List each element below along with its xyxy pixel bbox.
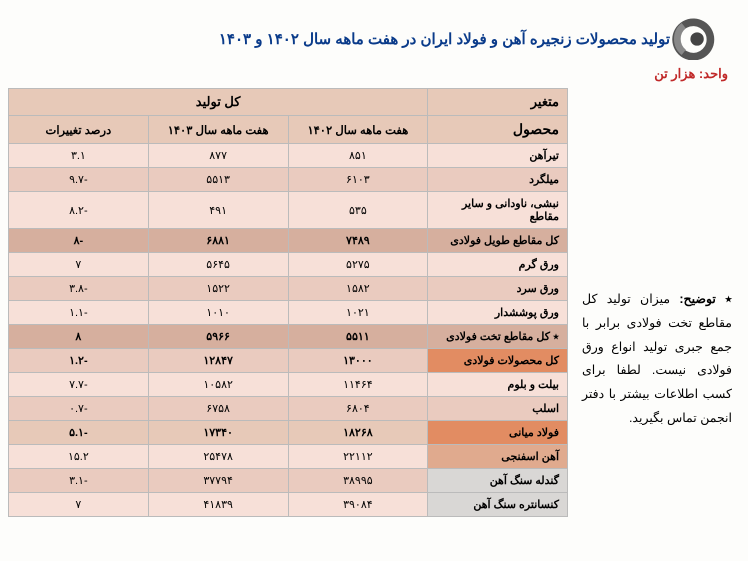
- table-row: کل محصولات فولادی۱۳۰۰۰۱۲۸۴۷-۱.۲: [9, 349, 568, 373]
- cell-1403: ۵۶۴۵: [148, 253, 288, 277]
- cell-pct: -۱.۱: [9, 301, 149, 325]
- cell-product: ورق پوششدار: [428, 301, 568, 325]
- cell-1402: ۱۱۴۶۴: [288, 373, 428, 397]
- table-row: تیرآهن۸۵۱۸۷۷۳.۱: [9, 144, 568, 168]
- cell-1403: ۱۵۲۲: [148, 277, 288, 301]
- cell-1403: ۵۹۶۶: [148, 325, 288, 349]
- cell-1403: ۵۵۱۳: [148, 168, 288, 192]
- unit-label: واحد: هزار تن: [0, 64, 748, 88]
- table-row: میلگرد۶۱۰۳۵۵۱۳-۹.۷: [9, 168, 568, 192]
- cell-1402: ۳۸۹۹۵: [288, 469, 428, 493]
- cell-1403: ۱۰۱۰: [148, 301, 288, 325]
- cell-product: گندله سنگ آهن: [428, 469, 568, 493]
- cell-pct: -۸: [9, 229, 149, 253]
- cell-product: ورق سرد: [428, 277, 568, 301]
- cell-product: اسلب: [428, 397, 568, 421]
- col-variable: متغیر: [428, 89, 568, 116]
- table-row: فولاد میانی۱۸۲۶۸۱۷۳۴۰-۵.۱: [9, 421, 568, 445]
- note-block: ٭ توضیح: میزان تولید کل مقاطع تخت فولادی…: [582, 88, 732, 431]
- table-row: نبشی، ناودانی و سایر مقاطع۵۳۵۴۹۱-۸.۲: [9, 192, 568, 229]
- table-row: گندله سنگ آهن۳۸۹۹۵۳۷۷۹۴-۳.۱: [9, 469, 568, 493]
- cell-1402: ۱۰۲۱: [288, 301, 428, 325]
- cell-1403: ۴۹۱: [148, 192, 288, 229]
- note-text: میزان تولید کل مقاطع تخت فولادی برابر با…: [582, 292, 732, 425]
- table-row: ٭ کل مقاطع تخت فولادی۵۵۱۱۵۹۶۶۸: [9, 325, 568, 349]
- cell-pct: ۷: [9, 493, 149, 517]
- cell-1402: ۵۳۵: [288, 192, 428, 229]
- cell-pct: -۸.۲: [9, 192, 149, 229]
- cell-product: کل مقاطع طویل فولادی: [428, 229, 568, 253]
- association-logo: [670, 18, 728, 60]
- cell-1402: ۷۴۸۹: [288, 229, 428, 253]
- production-table: متغیر کل تولید محصول هفت ماهه سال ۱۴۰۲ ه…: [8, 88, 568, 517]
- cell-pct: -۱.۲: [9, 349, 149, 373]
- cell-product: کنسانتره سنگ آهن: [428, 493, 568, 517]
- table-row: اسلب۶۸۰۴۶۷۵۸-۰.۷: [9, 397, 568, 421]
- table-row: آهن اسفنجی۲۲۱۱۲۲۵۴۷۸۱۵.۲: [9, 445, 568, 469]
- cell-product: تیرآهن: [428, 144, 568, 168]
- cell-1403: ۱۰۵۸۲: [148, 373, 288, 397]
- cell-product: نبشی، ناودانی و سایر مقاطع: [428, 192, 568, 229]
- cell-1402: ۱۵۸۲: [288, 277, 428, 301]
- table-row: کنسانتره سنگ آهن۳۹۰۸۴۴۱۸۳۹۷: [9, 493, 568, 517]
- cell-product: کل محصولات فولادی: [428, 349, 568, 373]
- cell-product: میلگرد: [428, 168, 568, 192]
- cell-1402: ۶۱۰۳: [288, 168, 428, 192]
- cell-1403: ۱۲۸۴۷: [148, 349, 288, 373]
- cell-product: فولاد میانی: [428, 421, 568, 445]
- cell-product: بیلت و بلوم: [428, 373, 568, 397]
- cell-pct: -۳.۱: [9, 469, 149, 493]
- cell-1403: ۴۱۸۳۹: [148, 493, 288, 517]
- col-product: محصول: [428, 116, 568, 144]
- cell-product: ورق گرم: [428, 253, 568, 277]
- table-row: بیلت و بلوم۱۱۴۶۴۱۰۵۸۲-۷.۷: [9, 373, 568, 397]
- cell-pct: -۳.۸: [9, 277, 149, 301]
- cell-1402: ۱۸۲۶۸: [288, 421, 428, 445]
- cell-1402: ۱۳۰۰۰: [288, 349, 428, 373]
- cell-pct: -۷.۷: [9, 373, 149, 397]
- cell-product: آهن اسفنجی: [428, 445, 568, 469]
- col-1403: هفت ماهه سال ۱۴۰۳: [148, 116, 288, 144]
- cell-1403: ۸۷۷: [148, 144, 288, 168]
- cell-1403: ۲۵۴۷۸: [148, 445, 288, 469]
- cell-pct: ۳.۱: [9, 144, 149, 168]
- note-label: ٭ توضیح:: [679, 292, 732, 306]
- cell-1402: ۵۲۷۵: [288, 253, 428, 277]
- cell-1402: ۳۹۰۸۴: [288, 493, 428, 517]
- table-row: ورق پوششدار۱۰۲۱۱۰۱۰-۱.۱: [9, 301, 568, 325]
- cell-1402: ۸۵۱: [288, 144, 428, 168]
- cell-pct: ۷: [9, 253, 149, 277]
- col-pct: درصد تغییرات: [9, 116, 149, 144]
- cell-1402: ۲۲۱۱۲: [288, 445, 428, 469]
- cell-1403: ۱۷۳۴۰: [148, 421, 288, 445]
- cell-pct: -۵.۱: [9, 421, 149, 445]
- cell-pct: -۹.۷: [9, 168, 149, 192]
- col-1402: هفت ماهه سال ۱۴۰۲: [288, 116, 428, 144]
- cell-pct: -۰.۷: [9, 397, 149, 421]
- cell-1403: ۶۷۵۸: [148, 397, 288, 421]
- cell-pct: ۱۵.۲: [9, 445, 149, 469]
- cell-1402: ۶۸۰۴: [288, 397, 428, 421]
- cell-1402: ۵۵۱۱: [288, 325, 428, 349]
- page-title: تولید محصولات زنجیره آهن و فولاد ایران د…: [20, 30, 670, 48]
- cell-1403: ۳۷۷۹۴: [148, 469, 288, 493]
- cell-pct: ۸: [9, 325, 149, 349]
- col-total-production: کل تولید: [9, 89, 428, 116]
- cell-1403: ۶۸۸۱: [148, 229, 288, 253]
- table-row: کل مقاطع طویل فولادی۷۴۸۹۶۸۸۱-۸: [9, 229, 568, 253]
- table-row: ورق گرم۵۲۷۵۵۶۴۵۷: [9, 253, 568, 277]
- cell-product: ٭ کل مقاطع تخت فولادی: [428, 325, 568, 349]
- table-row: ورق سرد۱۵۸۲۱۵۲۲-۳.۸: [9, 277, 568, 301]
